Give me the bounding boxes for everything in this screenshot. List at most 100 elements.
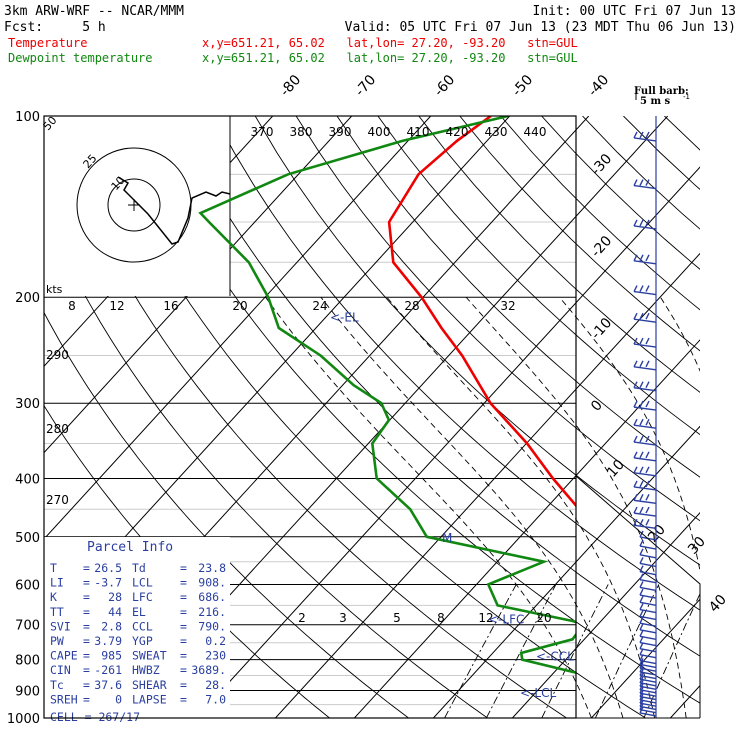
dry-adiabat [172,116,700,657]
isotherm-line [591,598,700,718]
mixing-ratio-label: 5 [393,611,401,625]
dry-adiabat [418,116,700,393]
level-annotation: <-EL [330,310,359,324]
parcel-value: 28 [108,590,122,604]
isotherm-line [44,116,432,540]
parcel-key: LCL [132,576,153,590]
temperature-tick-label: -50 [509,72,536,100]
forecast-hour: Fcst: 5 h [4,20,106,35]
speed-label: 16 [163,299,178,313]
speed-label: 24 [312,299,327,313]
parcel-eq: = [83,692,90,706]
parcel-cell: CELL = 267/17 [50,710,140,724]
mixing-ratio-line [485,584,557,718]
pressure-tick-label: 400 [15,472,40,487]
wind-barb [639,588,657,599]
parcel-eq: = [180,561,187,575]
parcel-eq: = [180,649,187,663]
init-time: Init: 00 UTC Fri 07 Jun 13 [533,4,737,19]
parcel-key: CIN [50,663,71,677]
wind-barb [639,665,657,676]
parcel-eq: = [83,619,90,633]
parcel-key: TT [50,605,64,619]
wind-barb [633,518,657,529]
dry-adiabat [705,116,740,718]
parcel-key: YGP [132,634,153,648]
wind-barb [639,676,657,687]
hodograph-trace [117,176,231,245]
theta-label-left: 270 [46,493,69,507]
dry-adiabat [44,210,488,718]
parcel-value: 37.6 [94,678,122,692]
wind-barb [639,548,657,559]
temperature-tick-label: -60 [431,72,458,100]
temperature-tick-label: 0 [588,397,606,414]
wind-barb [639,679,657,690]
speed-label: 8 [68,299,76,313]
parcel-key: SHEAR [132,678,167,692]
parcel-eq: = [180,678,187,692]
temperature-tick-label: -40 [585,72,612,100]
wind-barb [633,494,657,505]
parcel-value: -261 [94,663,122,677]
mixing-ratio-line [541,584,609,718]
wind-barb [633,131,657,142]
speed-label: 20 [232,299,247,313]
parcel-key: T [50,561,57,575]
dry-adiabat [295,116,700,522]
parcel-value: 0.2 [205,634,226,648]
dry-adiabat [50,116,567,718]
mixing-ratio-line [643,592,700,718]
wind-barb [639,703,657,714]
wind-barb [639,686,657,697]
theta-label: 420 [446,125,469,139]
parcel-eq: = [83,590,90,604]
isotherm-line [44,116,353,454]
isotherm-line [196,166,700,718]
temperature-tick-label: -30 [588,151,615,179]
temperature-tick-label: 10 [604,457,628,481]
parcel-eq: = [83,576,90,590]
mixing-ratio-label: 3 [339,611,347,625]
grid-layer [44,116,740,718]
parcel-value: 0 [115,692,122,706]
model-title: 3km ARW-WRF -- NCAR/MMM [4,4,184,19]
mixing-ratio-label: 2 [298,611,306,625]
isotherm-line [275,252,700,718]
parcel-eq: = [83,663,90,677]
parcel-eq: = [83,649,90,663]
wind-barb [633,451,657,462]
wind-barb [639,706,657,717]
pressure-tick-label: 900 [15,684,40,699]
temperature-tick-label: -20 [588,233,615,261]
parcel-key: PW [50,634,64,648]
level-annotation: <-LFC [488,612,524,626]
theta-label-left: 290 [46,348,69,362]
wind-barb [633,179,657,190]
parcel-value: -3.7 [94,576,122,590]
wind-barb [639,573,657,584]
pressure-tick-label: 500 [15,531,40,546]
parcel-value: 44 [108,605,122,619]
moist-adiabat [320,296,624,718]
parcel-eq: = [83,634,90,648]
wind-barb [633,312,657,323]
level-annotation: <-CCL [536,649,574,663]
wind-barb [639,539,657,550]
wind-barb [633,466,657,477]
isotherm-line [670,684,700,718]
parcel-value: 985 [101,649,122,663]
mixing-ratio-line [594,584,660,718]
wind-barb [639,603,657,614]
parcel-key: HWBZ [132,663,160,677]
pressure-tick-label: 100 [15,110,40,125]
parcel-key: K [50,590,57,604]
hodograph-units: kts [46,283,63,296]
plot-frame [43,115,577,719]
wind-barb [633,400,657,411]
dry-adiabat [213,116,700,611]
frame [43,115,701,719]
parcel-key: EL [132,605,146,619]
